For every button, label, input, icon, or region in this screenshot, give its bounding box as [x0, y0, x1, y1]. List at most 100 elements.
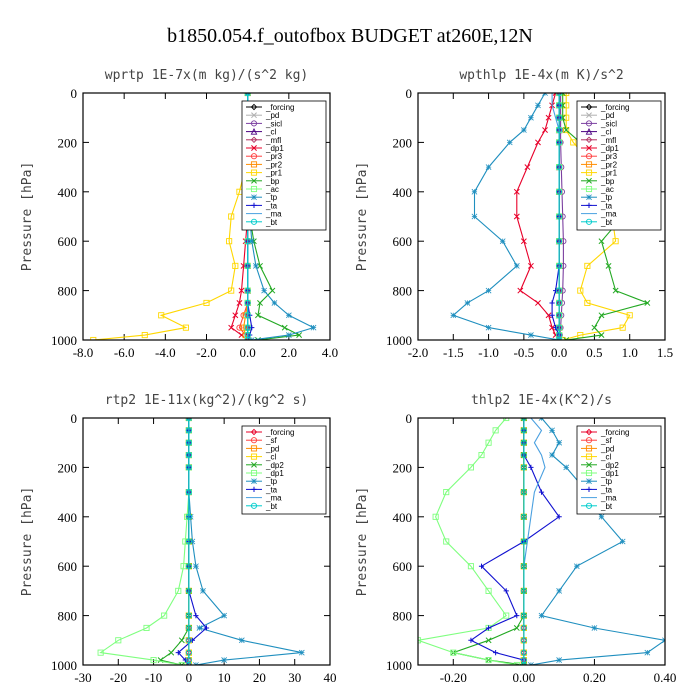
series-point-bt [556, 299, 563, 307]
series-point-dp1 [492, 427, 499, 434]
legend-label-mfl: _mfl [265, 136, 281, 145]
legend-marker-sicl [250, 120, 258, 127]
series-point-pr1 [563, 102, 570, 109]
legend-marker-pd [251, 112, 257, 119]
legend-label-ma: _ma [600, 494, 617, 503]
series-point-pr1 [619, 324, 626, 331]
series-line-tp [452, 93, 560, 340]
series-point-bt [185, 624, 192, 632]
series-point-ta [549, 312, 555, 318]
legend-label-ac: _ac [600, 185, 614, 194]
legend-marker-dp1 [585, 469, 593, 477]
legend-label-dp1: _dp1 [265, 469, 284, 478]
y-tick-label: 600 [58, 559, 78, 574]
y-tick-label: 0 [71, 86, 78, 101]
legend-marker-ac [250, 185, 258, 193]
legend-marker-tp [586, 194, 592, 201]
series-point-pr1 [584, 262, 591, 269]
series-point-bt [520, 612, 527, 619]
series-point-tp [261, 287, 268, 294]
series-point-tp [221, 612, 228, 619]
legend-label-forcing: _forcing [600, 103, 629, 112]
series-point-bt [520, 464, 527, 471]
y-tick-label: 1000 [51, 658, 77, 673]
series-point-bt [556, 102, 563, 109]
legend-label-pd: _pd [265, 111, 279, 120]
series-point-pr1 [563, 114, 570, 121]
legend-label-forcing: _forcing [265, 428, 294, 437]
y-tick-label: 400 [58, 185, 78, 200]
series-point-bp [281, 324, 288, 331]
series-point-tp [298, 649, 305, 656]
legend-label-cl: _cl [600, 453, 611, 462]
legend-marker-cl [585, 453, 593, 460]
series-point-tp [285, 312, 292, 319]
legend-marker-pr1 [250, 169, 258, 176]
series-point-pr1 [226, 238, 233, 245]
series-point-tp [471, 213, 478, 220]
legend-label-pd: _pd [600, 111, 614, 120]
series-point-bt [520, 538, 527, 545]
x-tick-label: 0.0 [551, 345, 567, 360]
series-point-dp1 [503, 418, 510, 422]
series-point-dp2 [485, 637, 492, 644]
series-point-bt [556, 213, 563, 220]
series-point-tp [248, 238, 255, 245]
legend-marker-bt [250, 502, 258, 509]
legend-label-pr2: _pr2 [265, 160, 283, 169]
y-axis-label: Pressure [hPa] [355, 487, 370, 597]
series-point-bt [185, 612, 192, 619]
legend: _forcing_sf_pd_cl_dp2_dp1_tp_ta_ma_bt [576, 425, 662, 515]
legend-label-dp2: _dp2 [265, 461, 284, 470]
series-point-bt [185, 637, 192, 644]
series-point-bt [185, 587, 192, 594]
x-tick-label: 30 [288, 670, 301, 685]
series-point-bp [612, 287, 619, 294]
series-point-bt [520, 439, 527, 446]
series-point-ta [203, 625, 210, 631]
series-point-tp [238, 637, 245, 644]
series-point-dp1 [238, 287, 245, 294]
series-point-tp [196, 625, 203, 631]
series-point-ta [553, 325, 559, 331]
series-point-dp1 [467, 563, 474, 570]
x-tick-label: 20 [253, 670, 266, 685]
series-point-dp1 [97, 649, 104, 656]
x-tick-label: 0.20 [583, 670, 606, 685]
plot-area [97, 418, 305, 665]
plot-frame [82, 417, 331, 666]
series-point-pr1 [158, 312, 165, 319]
legend-label-ma: _ma [265, 210, 282, 219]
x-tick-label: -0.5 [514, 345, 535, 360]
series-point-dp1 [443, 489, 450, 496]
series-point-bt [520, 563, 527, 570]
series-point-ta [503, 588, 509, 594]
series-point-bt [556, 238, 563, 245]
series-point-tp [549, 427, 555, 434]
series-point-bt [185, 439, 192, 446]
series-point-bp [605, 262, 612, 269]
legend-marker-bp [251, 177, 257, 184]
series-point-dp1 [535, 139, 541, 146]
series-point-bt [185, 649, 192, 656]
x-tick-label: -4.0 [155, 345, 176, 360]
legend-marker-cl [585, 127, 593, 135]
series-point-ta [193, 613, 199, 619]
series-point-tp [513, 263, 520, 269]
series-point-pr1 [584, 299, 591, 307]
chart-panels: wprtp 1E-7x(m kg)/(s^2 kg) Pressure [hPa]… [20, 68, 676, 685]
y-tick-label: 0 [406, 86, 413, 101]
x-tick-label: 0.0 [240, 345, 256, 360]
series-point-dp1 [150, 657, 157, 664]
legend-label-pr1: _pr1 [600, 169, 618, 178]
legend-marker-ta [586, 202, 592, 208]
legend-label-ta: _ta [600, 485, 613, 494]
series-point-pr1 [203, 299, 210, 307]
x-tick-label: 40 [324, 670, 337, 685]
legend-marker-pd [585, 445, 593, 452]
series-point-ta [189, 637, 195, 643]
figure-title: b1850.054.f_outofbox BUDGET at260E,12N [167, 25, 533, 47]
y-tick-label: 200 [393, 460, 413, 475]
series-point-bp [598, 238, 605, 245]
x-tick-label: 10 [218, 670, 231, 685]
